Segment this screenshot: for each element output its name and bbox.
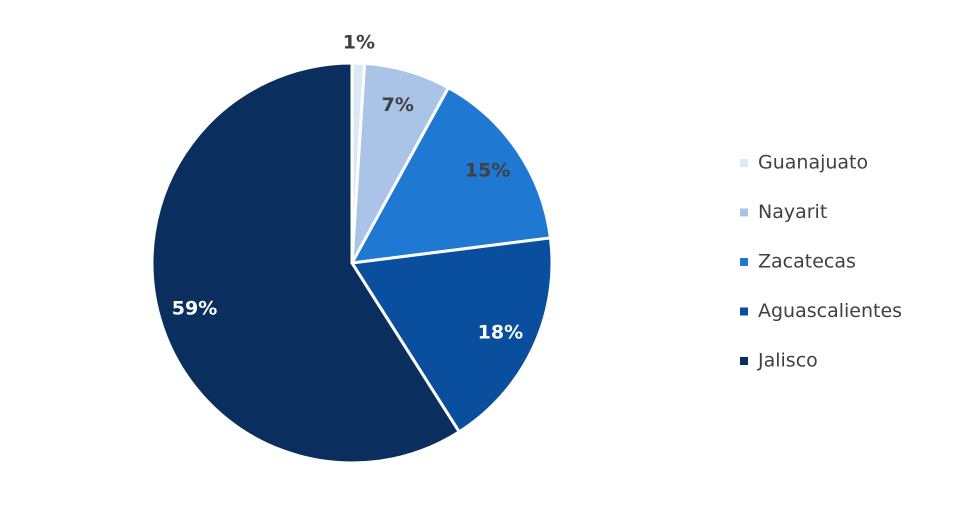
legend-label: Zacatecas	[758, 251, 856, 273]
legend-label: Nayarit	[758, 201, 827, 223]
legend-swatch	[740, 159, 748, 167]
legend-label: Guanajuato	[758, 152, 868, 174]
pie-slice	[349, 236, 554, 434]
legend-label: Jalisco	[757, 350, 818, 372]
pie-slice	[150, 61, 462, 465]
data-label: 15%	[465, 159, 510, 181]
legend-label: Aguascalientes	[758, 300, 902, 322]
legend-swatch	[740, 208, 748, 217]
pie-slice	[349, 85, 553, 265]
legend-swatch	[740, 307, 748, 316]
data-label: 1%	[343, 32, 375, 54]
legend-swatch	[740, 357, 748, 365]
legend-swatch	[740, 258, 748, 266]
data-label: 18%	[478, 321, 523, 343]
data-label: 7%	[382, 94, 414, 116]
data-label: 59%	[172, 297, 217, 319]
